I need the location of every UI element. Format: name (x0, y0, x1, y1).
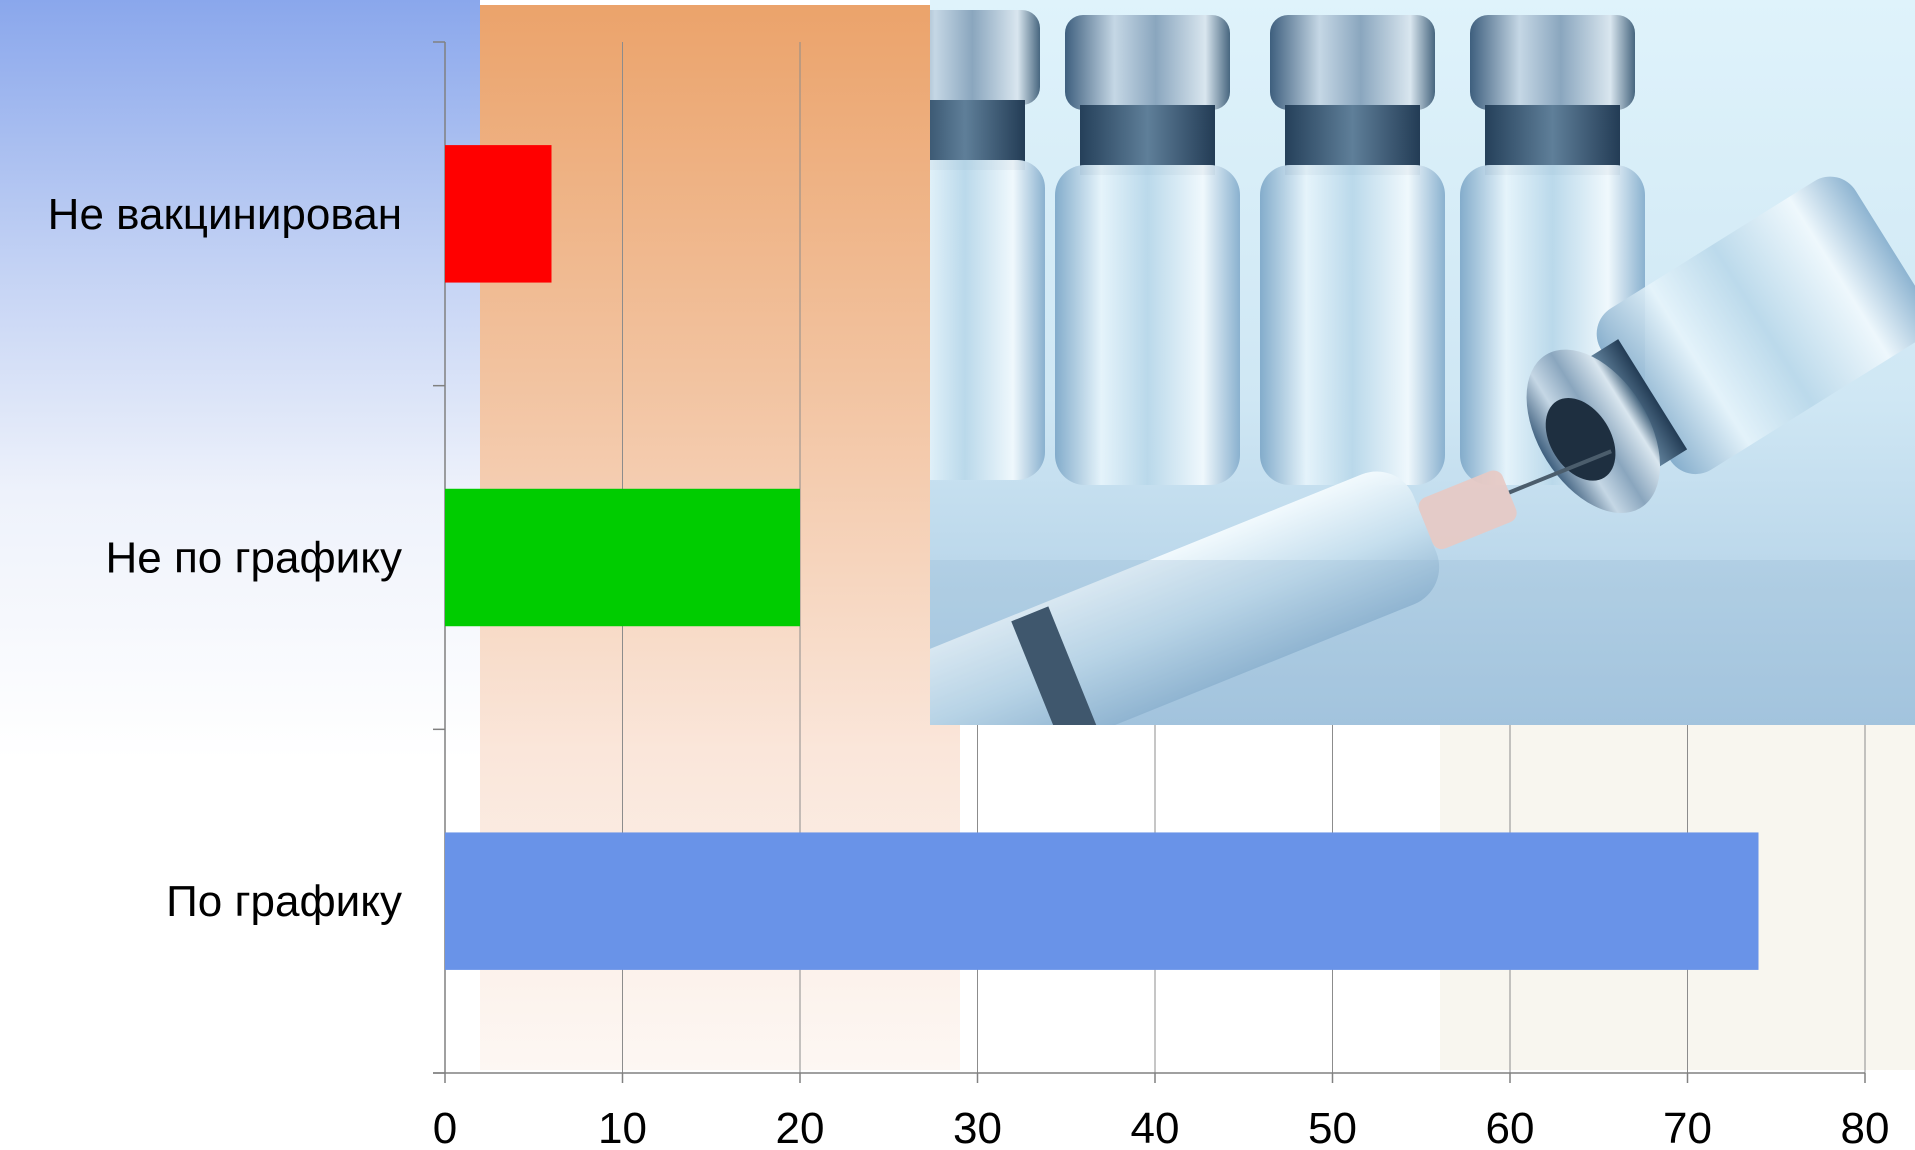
x-tick-label-10: 10 (598, 1104, 647, 1150)
x-tick-label-30: 30 (953, 1104, 1002, 1150)
category-label-1: Не вакцинирован (48, 190, 402, 239)
x-tick-label-60: 60 (1486, 1104, 1535, 1150)
vial-3 (1260, 15, 1445, 485)
vaccine-photo-illustration (930, 0, 1915, 725)
blue-gradient-background (0, 0, 480, 760)
vial-1 (930, 10, 1045, 480)
vaccine-vials-syringe-photo (930, 0, 1915, 725)
bar-3 (445, 832, 1759, 970)
x-tick-label-50: 50 (1308, 1104, 1357, 1150)
x-tick-label-40: 40 (1131, 1104, 1180, 1150)
bar-2 (445, 488, 800, 627)
syringe (930, 449, 1612, 725)
vial-2 (1055, 15, 1240, 485)
category-label-2: Не по графику (105, 534, 402, 583)
lying-vial (1526, 176, 1915, 514)
x-tick-label-20: 20 (776, 1104, 825, 1150)
bar-1 (445, 145, 552, 283)
x-tick-label-80: 80 (1841, 1104, 1890, 1150)
category-label-3: По графику (166, 877, 402, 926)
x-tick-label-70: 70 (1663, 1104, 1712, 1150)
bars (445, 145, 1759, 970)
tick-labels: 0 10 20 30 40 50 60 70 80 (433, 1104, 1890, 1150)
category-labels: Не вакцинирован Не по графику По графику (48, 190, 402, 926)
x-tick-label-0: 0 (433, 1104, 457, 1150)
